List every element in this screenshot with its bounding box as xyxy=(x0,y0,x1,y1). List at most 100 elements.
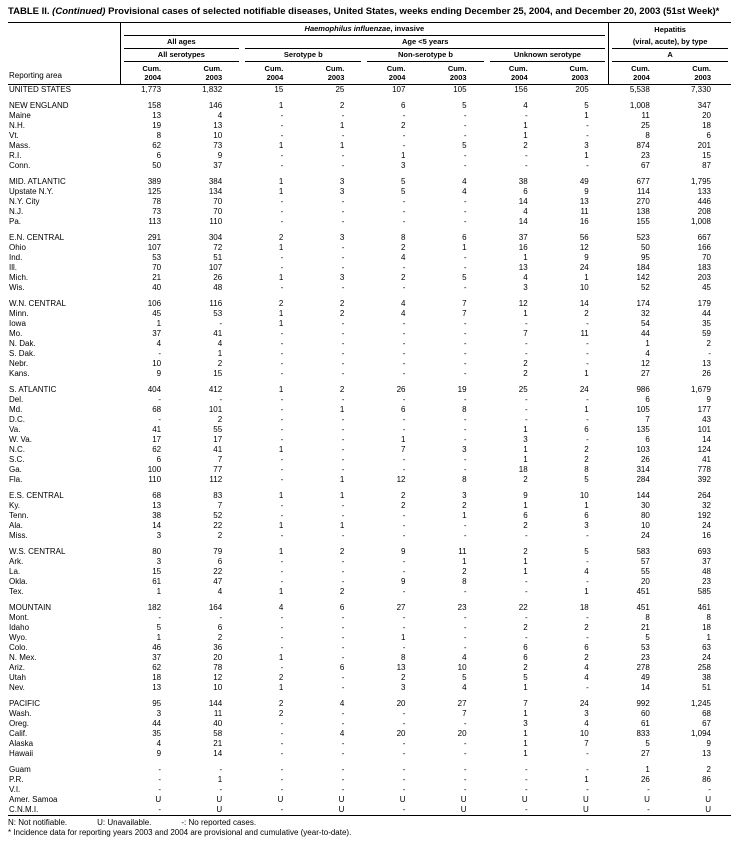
value-cell: 37 xyxy=(702,556,711,566)
value-cell: - xyxy=(402,318,406,328)
value-cell: - xyxy=(524,784,528,794)
table-row: Ariz. 62 78 - 6 13 10 2 4 278 258 xyxy=(8,663,731,673)
table-row: Md. 68 101-1 6 8-1 105 177 xyxy=(8,405,731,415)
value-cell: 18 xyxy=(579,602,589,612)
value-cell: 50 xyxy=(152,160,162,170)
reporting-area-cell: P.R. xyxy=(9,774,24,784)
value-cell: - xyxy=(524,348,528,358)
value-cell: 68 xyxy=(702,708,711,718)
value-cell: 24 xyxy=(640,530,650,540)
value-cell: 2 xyxy=(584,652,589,662)
value-cell: 6 xyxy=(645,434,650,444)
value-cell: 1 xyxy=(217,348,223,358)
value-cell: 37 xyxy=(213,160,223,170)
value-cell: - xyxy=(402,774,406,784)
value-cell: 44 xyxy=(152,718,162,728)
value-cell: - xyxy=(341,150,345,160)
value-cell: - xyxy=(158,784,162,794)
value-cell: 11 xyxy=(213,708,223,718)
table-row: Ind. 53 51 - - 4 - 1 9 95 70 xyxy=(8,253,731,263)
value-cell: 49 xyxy=(640,672,650,682)
value-cell: - xyxy=(341,348,345,358)
value-cell: 4 xyxy=(462,186,467,196)
value-cell: - xyxy=(524,318,528,328)
value-cell: 2 xyxy=(339,298,345,308)
value-cell: 992 xyxy=(636,698,650,708)
table-row: Ark. 3 6 - - - 1 1 - 57 37 xyxy=(8,557,731,567)
notifiable-diseases-table: Reporting area Haemophilus influenzae, i… xyxy=(8,22,731,816)
table-row: Miss. 3 2 - - - - - - 24 16 xyxy=(8,531,731,541)
value-cell: 3 xyxy=(584,708,589,718)
value-cell: 70 xyxy=(702,252,711,262)
value-cell: 1 xyxy=(706,632,711,642)
header-all-serotypes: All serotypes xyxy=(120,49,242,62)
value-cell: 6 xyxy=(156,454,162,464)
value-cell: 8 xyxy=(645,130,650,140)
value-cell: 3 xyxy=(462,444,467,454)
value-cell: 11 xyxy=(580,328,589,338)
reporting-area-cell: MOUNTAIN xyxy=(9,602,52,612)
value-cell: 41 xyxy=(213,444,223,454)
value-cell: 25 xyxy=(640,120,650,130)
value-cell: 9 xyxy=(401,546,406,556)
value-cell: 1,832 xyxy=(202,84,223,94)
value-cell: - xyxy=(280,368,284,378)
value-cell: 2 xyxy=(401,490,406,500)
value-cell: 5 xyxy=(523,672,528,682)
value-cell: 80 xyxy=(640,510,650,520)
value-cell: 13 xyxy=(213,120,223,130)
table-row: Ala. 14 22 1 1 - - 2 3 10 24 xyxy=(8,521,731,531)
value-cell: 1 xyxy=(278,444,284,454)
value-cell: 32 xyxy=(702,500,711,510)
reporting-area-cell: Colo. xyxy=(9,642,28,652)
value-cell: 3 xyxy=(462,490,467,500)
value-cell: 70 xyxy=(213,196,223,206)
value-cell: - xyxy=(341,672,345,682)
value-cell: 18 xyxy=(702,622,711,632)
value-cell: - xyxy=(341,500,345,510)
value-cell: 1 xyxy=(523,130,528,140)
value-cell: - xyxy=(158,804,162,814)
value-cell: U xyxy=(338,794,345,804)
value-cell: 3 xyxy=(523,434,528,444)
value-cell: - xyxy=(341,622,345,632)
value-cell: U xyxy=(338,804,345,814)
value-cell: 110 xyxy=(209,216,223,226)
value-cell: - xyxy=(586,612,589,622)
table-row: Mo. 37 41 - - - - 7 11 44 59 xyxy=(8,329,731,339)
value-cell: - xyxy=(402,464,406,474)
value-cell: U xyxy=(705,804,711,814)
value-cell: 27 xyxy=(640,748,650,758)
reporting-area-cell: Ga. xyxy=(9,464,22,474)
value-cell: 7 xyxy=(401,444,406,454)
value-cell: - xyxy=(280,404,284,414)
reporting-area-cell: Guam xyxy=(9,764,31,774)
value-cell: 2 xyxy=(217,358,223,368)
reporting-area-cell: E.S. CENTRAL xyxy=(9,490,64,500)
value-cell: 4 xyxy=(462,176,467,186)
value-cell: 1 xyxy=(523,308,528,318)
value-cell: - xyxy=(463,282,467,292)
header-row-subgroups: All ages Age <5 years (viral, acute), by… xyxy=(8,36,731,49)
value-cell: 10 xyxy=(213,130,223,140)
value-cell: - xyxy=(280,262,284,272)
value-cell: - xyxy=(280,784,284,794)
value-cell: - xyxy=(586,764,589,774)
reporting-area-cell: MID. ATLANTIC xyxy=(9,176,66,186)
value-cell: 8 xyxy=(401,232,406,242)
value-cell: 2 xyxy=(584,454,589,464)
value-cell: 47 xyxy=(213,576,223,586)
cum-year-header: Cum. 2003 xyxy=(181,61,243,85)
value-cell: U xyxy=(277,794,284,804)
value-cell: 446 xyxy=(697,196,711,206)
value-cell: 56 xyxy=(579,232,589,242)
value-cell: - xyxy=(280,196,284,206)
reporting-area-cell: Wash. xyxy=(9,708,32,718)
value-cell: - xyxy=(280,328,284,338)
value-cell: 17 xyxy=(213,434,223,444)
value-cell: 4 xyxy=(645,348,650,358)
value-cell: - xyxy=(280,206,284,216)
value-cell: 166 xyxy=(697,242,711,252)
value-cell: - xyxy=(341,424,345,434)
value-cell: 95 xyxy=(640,252,650,262)
